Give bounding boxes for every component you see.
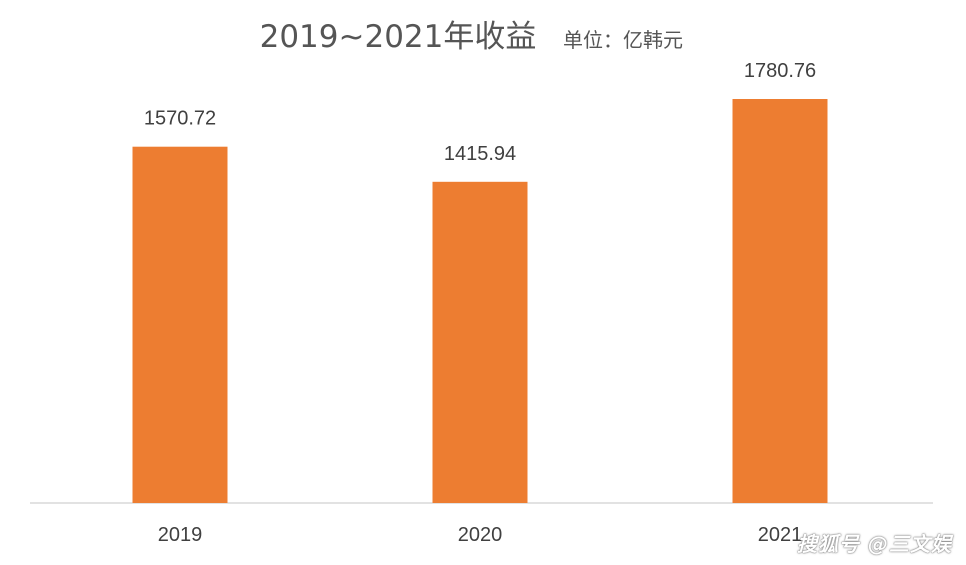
- bar-2020: [432, 181, 528, 504]
- data-label-2019: 1570.72: [144, 108, 216, 130]
- x-tick-label-2019: 2019: [158, 524, 203, 546]
- x-tick-label-2021: 2021: [758, 524, 803, 546]
- data-label-2021: 1780.76: [744, 60, 816, 82]
- chart-unit-label: 单位：亿韩元: [563, 28, 683, 52]
- bar-2021: [732, 99, 828, 503]
- watermark-text: 搜狐号 @三文娱: [797, 532, 952, 556]
- x-tick-label-2020: 2020: [458, 524, 503, 546]
- data-label-2020: 1415.94: [444, 143, 516, 165]
- chart-title: 2019~2021年收益: [260, 19, 537, 55]
- bar-2019: [132, 146, 228, 503]
